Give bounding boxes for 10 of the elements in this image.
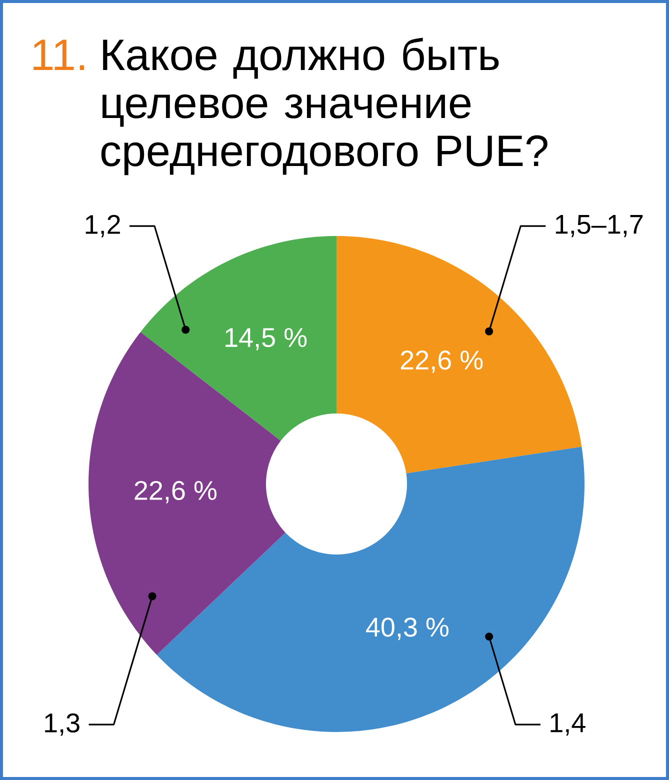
chart-title: Какое должно быть целевое значение среднегодового PUE?	[101, 38, 548, 176]
data-label: 22,6 %	[134, 480, 216, 504]
slice-label: 1,3	[45, 713, 80, 736]
data-label: 40,3 %	[366, 618, 448, 640]
slice-label: 1,4	[550, 714, 586, 736]
slice-label: 1,2	[86, 214, 120, 238]
data-label: 14,5 %	[226, 328, 307, 350]
slice-label: 1,5–1,7	[556, 215, 643, 238]
text: 11.	[34, 40, 84, 70]
data-label: 22,6 %	[400, 350, 483, 373]
